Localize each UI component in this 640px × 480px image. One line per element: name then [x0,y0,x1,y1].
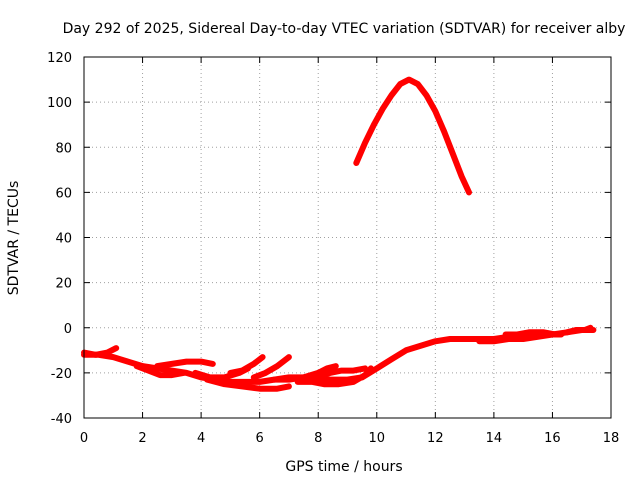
x-axis-label: GPS time / hours [285,459,402,475]
x-tick-label: 18 [603,431,620,446]
y-tick-label: 100 [47,96,72,111]
y-tick-label: -20 [51,367,72,382]
series-arc-j [315,365,369,381]
series-arc-h [271,363,339,383]
x-tick-label: 16 [544,431,561,446]
chart-title: Day 292 of 2025, Sidereal Day-to-day VTE… [63,21,626,37]
series-arc-high [353,76,472,196]
axis-ticks: 0 2 4 6 8 10 12 14 16 18 -40 -20 0 20 40 60 80 100 120 [47,51,619,446]
series-arc-a [81,345,120,358]
x-tick-label: 0 [80,431,88,446]
series-arc-e [204,376,292,392]
series-arc-f [227,354,266,376]
y-tick-label: 80 [55,141,72,156]
y-tick-label: 60 [55,186,72,201]
series-arc-m [564,324,594,336]
y-tick-label: 120 [47,51,72,66]
x-tick-label: 10 [369,431,386,446]
series-arc-i [294,365,374,388]
y-tick-label: 0 [64,322,72,337]
x-tick-label: 14 [486,431,503,446]
y-tick-label: 20 [55,277,72,292]
x-tick-label: 12 [427,431,444,446]
x-tick-label: 2 [138,431,146,446]
series-arc-b [133,363,187,379]
data-series [81,76,597,392]
x-tick-label: 6 [256,431,264,446]
y-tick-label: -40 [51,412,72,427]
x-tick-label: 8 [314,431,322,446]
y-axis-label: SDTVAR / TECUs [6,181,22,296]
x-tick-label: 4 [197,431,205,446]
series-arc-c [154,358,216,370]
series-arc-g [250,354,292,381]
y-tick-label: 40 [55,232,72,247]
series-arc-l [502,329,559,338]
